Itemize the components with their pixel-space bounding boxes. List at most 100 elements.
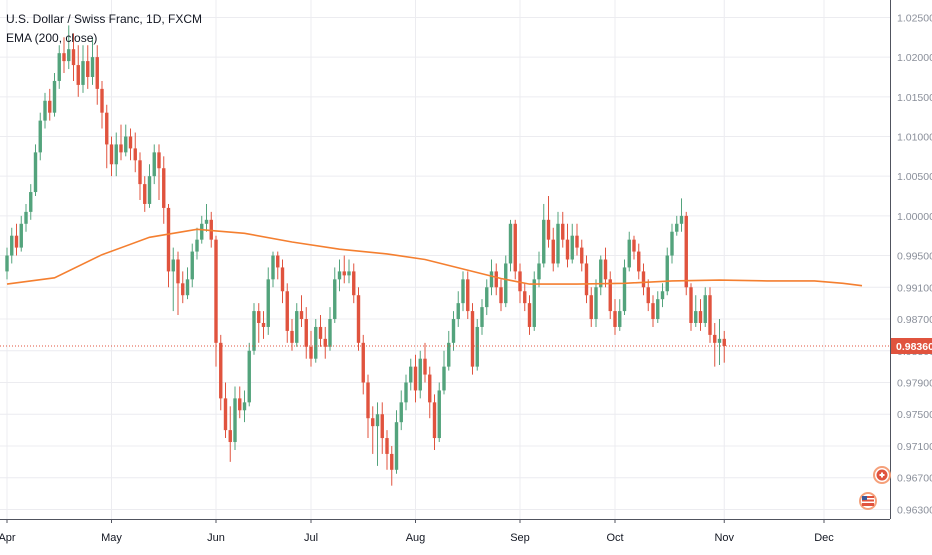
candle	[632, 235, 636, 260]
candle	[86, 45, 90, 89]
candle-body	[71, 49, 76, 66]
candle-body	[632, 239, 636, 252]
candle	[537, 251, 541, 288]
candle-body	[195, 239, 199, 252]
candle-body	[166, 207, 171, 272]
candle	[157, 144, 161, 200]
candle-body	[200, 223, 204, 240]
candle	[499, 279, 503, 312]
candle-body	[451, 319, 456, 343]
candle-body	[223, 398, 228, 431]
candle	[242, 390, 247, 423]
candle-body	[551, 239, 555, 264]
y-tick-label: 1.02000	[897, 52, 932, 64]
candle	[390, 445, 394, 486]
candle-body	[475, 326, 479, 367]
candle	[295, 303, 299, 347]
candle	[361, 334, 365, 395]
candle-body	[580, 247, 584, 264]
candle	[613, 299, 617, 335]
candle	[470, 303, 475, 375]
candle-body	[641, 271, 646, 288]
candle-body	[38, 120, 42, 153]
candle-body	[76, 65, 80, 85]
candle	[147, 164, 152, 208]
candle	[698, 299, 703, 331]
candle	[385, 430, 389, 470]
candle	[352, 263, 356, 304]
candle	[109, 136, 114, 177]
candle-body	[342, 271, 346, 276]
candle-body	[537, 263, 541, 280]
candle	[290, 319, 294, 351]
us-flag-icon-fill	[862, 496, 874, 506]
candle	[223, 382, 228, 439]
candle	[333, 267, 337, 323]
candle	[660, 283, 665, 308]
candle	[166, 203, 171, 288]
candle	[143, 176, 147, 212]
candle	[233, 386, 237, 450]
candle-body	[176, 259, 180, 284]
candle	[252, 303, 256, 355]
x-tick-label: Jun	[207, 532, 225, 544]
candle-body	[442, 366, 446, 391]
candle	[651, 295, 655, 327]
candle	[665, 247, 669, 296]
candle	[114, 132, 118, 177]
candle-body	[556, 223, 560, 264]
candle	[62, 37, 66, 74]
candle	[185, 267, 190, 300]
candle-body	[518, 271, 522, 292]
candle	[52, 73, 57, 117]
candle	[152, 144, 156, 185]
candle	[356, 287, 361, 351]
candle	[603, 247, 608, 288]
candle	[328, 307, 332, 351]
candle	[689, 283, 693, 331]
candle-body	[428, 374, 432, 403]
candle-body	[613, 311, 617, 327]
candle-body	[660, 291, 665, 300]
candles	[5, 25, 726, 486]
candle	[238, 386, 242, 419]
candle-body	[599, 259, 603, 288]
y-tick-label: 0.98700	[897, 314, 932, 326]
candle-body	[29, 192, 33, 212]
candle	[437, 382, 441, 443]
x-tick-label: Dec	[814, 532, 834, 544]
swiss-cross-v	[881, 472, 883, 478]
candle-body	[637, 251, 641, 272]
candle-body	[461, 279, 465, 304]
candle-body	[95, 57, 99, 89]
candle-body	[394, 422, 399, 470]
candle-body	[390, 453, 394, 470]
x-tick-label: Oct	[606, 532, 623, 544]
candle	[456, 291, 460, 327]
candle	[214, 235, 218, 367]
candle	[128, 128, 133, 161]
candle	[627, 231, 631, 272]
x-tick-label: Aug	[406, 532, 426, 544]
candle	[399, 390, 403, 431]
candle	[641, 263, 646, 296]
candle	[713, 322, 717, 367]
candle-body	[271, 255, 275, 280]
candle-body	[48, 100, 52, 113]
candle-body	[119, 144, 123, 153]
last-price-label: 0.98360	[896, 341, 932, 353]
candle-body	[722, 338, 726, 346]
candle-body	[361, 342, 365, 383]
candle	[133, 132, 137, 173]
candle-body	[513, 223, 517, 272]
candle	[480, 299, 484, 335]
candle-body	[546, 219, 551, 240]
candle-body	[504, 263, 508, 304]
candle-body	[19, 223, 23, 248]
ema-200-line	[6, 228, 863, 287]
candle	[542, 203, 546, 268]
candle-body	[356, 295, 361, 343]
candle	[675, 215, 679, 236]
